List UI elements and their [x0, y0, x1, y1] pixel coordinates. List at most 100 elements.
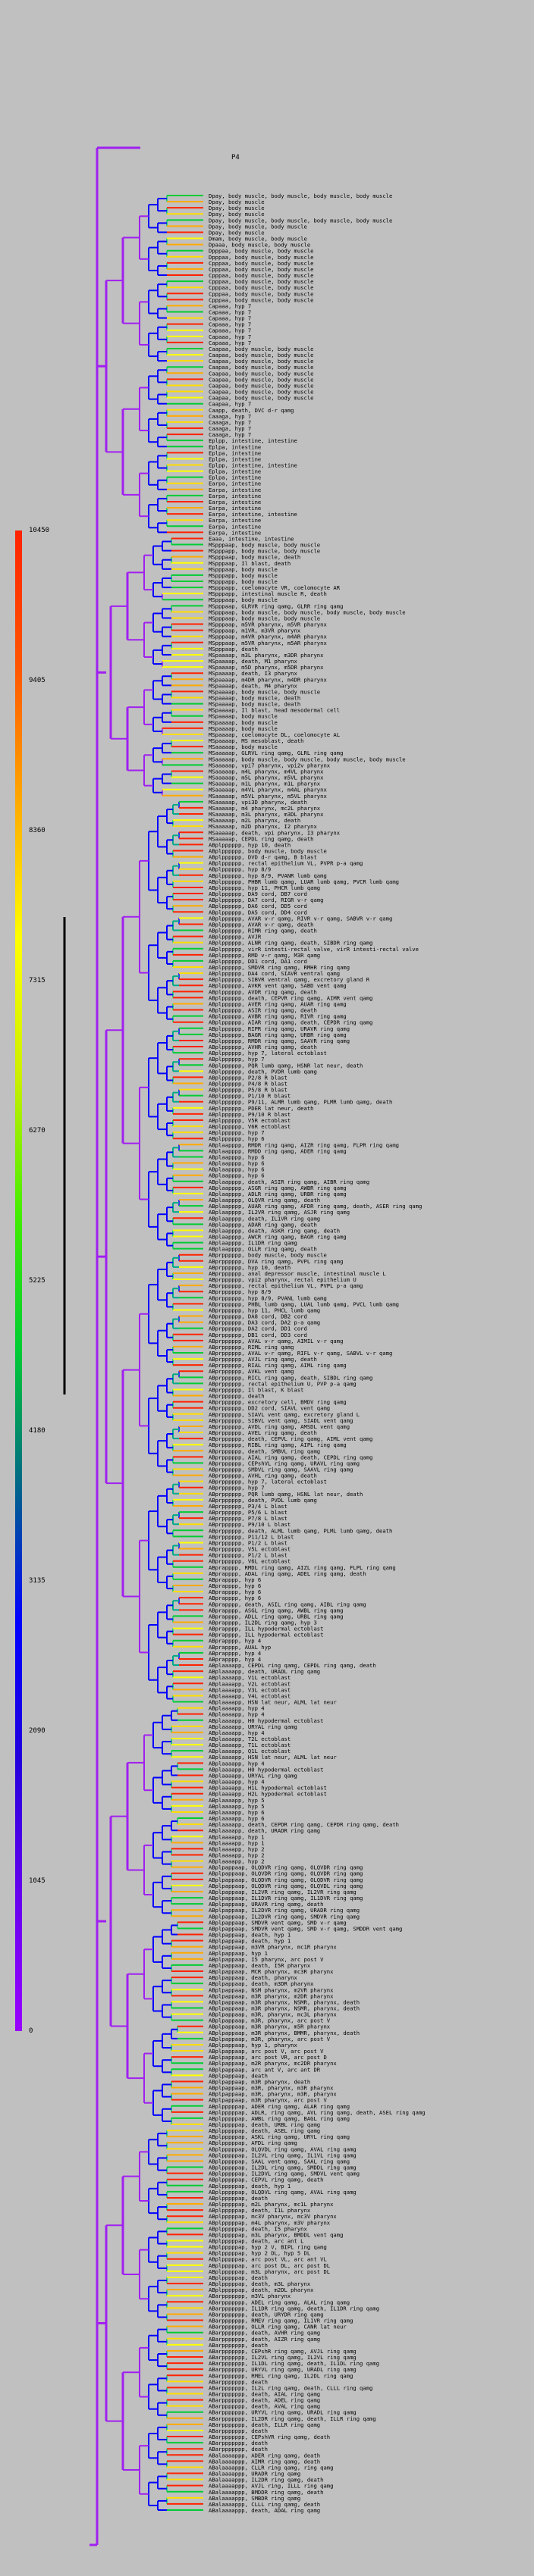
legend-tick-label: 9405 [29, 677, 46, 684]
leaf-label: MSpppaap, body muscle, body muscle [209, 542, 320, 549]
leaf-label: ABarppppppp, RMEV ring qamg, IL1VR ring … [209, 2318, 353, 2324]
leaf-label: Dpay, body muscle [209, 211, 265, 218]
leaf-label: MSaaaaap, m5VL pharynx, m5VL pharynx [209, 793, 327, 800]
leaf-label: Dpaaa, body muscle, body muscle [209, 242, 310, 249]
leaf-label: ABprpppppp, hyp 7 [209, 1485, 265, 1491]
legend-tick-label: 3135 [29, 1577, 46, 1585]
leaf-label: MSpppaap, m1VR, m3VR pharynx [209, 628, 301, 634]
leaf-label: ABarppppppp, ADEL ring qamg, ALAL ring q… [209, 2299, 350, 2305]
leaf-label: ABplaapppp, OLQVR ring qamg, death [209, 1197, 320, 1203]
leaf-label: ABprapppp, ASGL ring qamg, AWBL ring qam… [209, 1607, 343, 1614]
leaf-label: ABplaaaapp, H1L hypodermal ectoblast [209, 1785, 327, 1792]
leaf-label: ABplpappaap, death, hyp 1 [209, 1932, 291, 1939]
leaf-label: ABplpappaap, IL2DVR ring qamg, URADR rin… [209, 1907, 360, 1914]
leaf-label: ABplpppppp, hyp 8/9, PVANR lumb qamg [209, 872, 327, 879]
leaf-label: ABprpppppp, DA2 cord, DD1 cord [209, 1326, 307, 1332]
leaf-label: ABplaaaapp, HSN lat neur, ALML lat neur [209, 1699, 337, 1706]
leaf-label: ABplpppppp, SIBVR ventral qamg, excretor… [209, 976, 370, 983]
leaf-label: ABplpappaap, m3R, pharynx, m3R, pharynx [209, 2091, 337, 2098]
leaf-label: Eplpp, intestine, intestine [209, 437, 297, 444]
leaf-label: ABplpppppp, DVD d-r qamg, B blast [209, 854, 317, 861]
leaf-label: Caapaa, body muscle, body muscle [209, 370, 313, 377]
leaf-label: ABplpppppp, DA6 cord, DD5 cord [209, 903, 307, 909]
leaf-label: ABplpppppap, AWBL ring qamg, BAGL ring q… [209, 2115, 350, 2122]
leaf-label: MSpaaaap, body muscle, death [209, 701, 300, 708]
leaf-label: ABplpappaap, m3R, pharynx, arc post V [209, 2017, 331, 2024]
leaf-label: ABalaaaappp, death, ADAL ring qamg [209, 2507, 320, 2514]
leaf-label: Earpa, intestine [209, 517, 261, 524]
leaf-label: ABarppppppp, death, AIAL ring qamg [209, 2390, 320, 2397]
leaf-label: ABprpppppp, death, ALML lumb qamg, PLML … [209, 1527, 392, 1534]
leaf-label: ABalaaaappp, CLLL ring qamg, death [209, 2501, 320, 2508]
leaf-label: Earpa, intestine [209, 493, 261, 499]
leaf-label: ABplaapppp, ASGR ring qamg, AWBR ring qa… [209, 1185, 347, 1191]
leaf-label: Eplpa, intestine [209, 455, 261, 462]
leaf-label: ABplaaaapp, T2L ectoblast [209, 1736, 291, 1742]
leaf-label: ABplpppppp, hyp 8/9 [209, 866, 271, 873]
leaf-label: ABplpappaap, death, hyp 1 [209, 1938, 291, 1945]
leaf-label: Cpppaa, body muscle, body muscle [209, 296, 313, 303]
color-scale-bar [15, 531, 22, 2031]
leaf-label: MSpaaaap, death, M4 pharynx [209, 682, 298, 689]
leaf-label: ABplpppppp, V5R ectoblast [209, 1117, 291, 1124]
leaf-label: ABprpppppp, AVJL ring qamg, death [209, 1356, 317, 1363]
leaf-label: ABplpppppap, IL2DVL ring qamg, SMDVL ven… [209, 2171, 360, 2177]
leaf-label: ABalaaaappp, AVJL ring, ILLL ring qamg [209, 2483, 333, 2490]
leaf-label: MSpppaap, m4VR pharynx, m4AR pharynx [209, 634, 327, 640]
leaf-label: ABprpppppp, AVAL v-r qamg, RIFL v-r qamg… [209, 1350, 392, 1357]
leaf-label: ABalaaaappp, BMDDR ring qamg, death [209, 2489, 323, 2496]
leaf-label: ABplpappaap, m3R, pharynx, arc post V [209, 2036, 331, 2042]
leaf-label: ABplaapppp, ADLR ring qamg, URBR ring qa… [209, 1191, 347, 1197]
leaf-label: Eplpa, intestine [209, 449, 261, 456]
leaf-label: ABprpppppp, P3/4 L blast [209, 1503, 287, 1510]
leaf-label: ABarppppppp, IL2DR ring qamg, death, ILL… [209, 2415, 376, 2422]
leaf-label: Cpppaa, body muscle, body muscle [209, 284, 313, 291]
leaf-label: ABplaaaapp, URYAL ring qamg [209, 1772, 297, 1779]
leaf-label: ABarppppppp, death, ILLR ring qamg [209, 2421, 320, 2428]
leaf-label: ABarppppppp, death, AVHR ring qamg [209, 2330, 320, 2337]
leaf-label: ABplpappaap, death [209, 2072, 268, 2079]
leaf-label: Caaaga, hyp 7 [209, 419, 251, 426]
leaf-label: ABprpppppp, RIBL ring qamg, AIPL ring qa… [209, 1441, 347, 1448]
leaf-label: ABplpppppap, OLQVDL ring qamg, AVAL ring… [209, 2146, 357, 2152]
leaf-label: Earpa, intestine [209, 480, 261, 487]
leaf-label: ABalaaaappp, ADER ring qamg, death [209, 2452, 320, 2459]
leaf-label: ABprpppppp, death, SMBVL ring qamg [209, 1448, 320, 1454]
leaf-label: Capaaa, hyp 7 [209, 302, 251, 309]
leaf-label: Caapaa, body muscle, body muscle [209, 382, 313, 389]
leaf-label: ABarppppppp, URYVL ring qamg, URADL ring… [209, 2366, 357, 2373]
leaf-label: Eplpp, intestine, intestine [209, 462, 297, 468]
leaf-label: ABplpppppp, AVAR v-r qamg, death [209, 921, 313, 928]
color-scale-legend: 0 1045 2090 3135 4180 5225 6270 7315 8360 9405 104… [11, 527, 64, 2035]
leaf-label: ABprapppp, hyp 4 [209, 1650, 261, 1657]
leaf-label: Eplpa, intestine [209, 474, 261, 481]
leaf-label: ABplaaaapp, death, URADR ring qamg [209, 1827, 320, 1834]
leaf-label: ABplpppppap, hyp 2 DL, hyp 5 DL [209, 2250, 310, 2257]
leaf-label: ABplpppppp, AVKR vent qamg, SABD vent qa… [209, 982, 347, 989]
leaf-label: ABprapppp, ILL hypodermal ectoblast [209, 1632, 323, 1639]
leaf-label: MSpaaaap, body muscle [209, 725, 278, 732]
leaf-label: ABplpappaap, MCR pharynx, mc3R pharynx [209, 1968, 334, 1975]
leaf-label: MSaaaaap, vpi7 pharynx, vpi2v pharynx [209, 762, 331, 768]
leaf-label: ABprapppp, hyp 6 [209, 1582, 261, 1589]
leaf-label: Earpa, intestine [209, 523, 261, 530]
leaf-label: ABplaapppp, AUAR ring qamg, AFDR ring qa… [209, 1203, 422, 1210]
leaf-label: MSpppaap, body muscle, body muscle [209, 615, 320, 621]
leaf-label: MSaaaaap, GLRVL ring qamg, GLRL ring qam… [209, 750, 343, 756]
leaf-label: ABprapppp, hyp 6 [209, 1595, 261, 1601]
leaf-label: ABplpppppap, death [209, 2195, 268, 2202]
leaf-label: MSpppaap, death [209, 646, 258, 653]
leaf-label: ABplpappaap, NSM pharynx, m2VR pharynx [209, 1986, 334, 1993]
leaf-label: ABplpappaap, death, I5R pharynx [209, 1962, 311, 1969]
legend-tick-label: 0 [29, 2027, 33, 2035]
leaf-label: Caapaa, body muscle, body muscle [209, 376, 313, 383]
leaf-label: ABplaaaapp, hyp 5 [209, 1803, 265, 1810]
leaf-label: MSpaaaap, death, I3 pharynx [209, 670, 298, 677]
leaf-label: ABalaaaappp, IL2DR ring qamg, death [209, 2477, 323, 2484]
leaf-label: Capaaa, hyp 7 [209, 309, 251, 316]
leaf-label: ABprpppppp, hyp 8/9 [209, 1288, 271, 1295]
leaf-label: Caapp, death, DVC d-r qamg [209, 407, 294, 414]
leaf-label: ABplpappaap, I5 pharynx, arc post V [209, 1956, 324, 1963]
root-label: P4 [231, 154, 240, 161]
leaf-label: ABplaaaapp, Q1L ectoblast [209, 1748, 291, 1754]
